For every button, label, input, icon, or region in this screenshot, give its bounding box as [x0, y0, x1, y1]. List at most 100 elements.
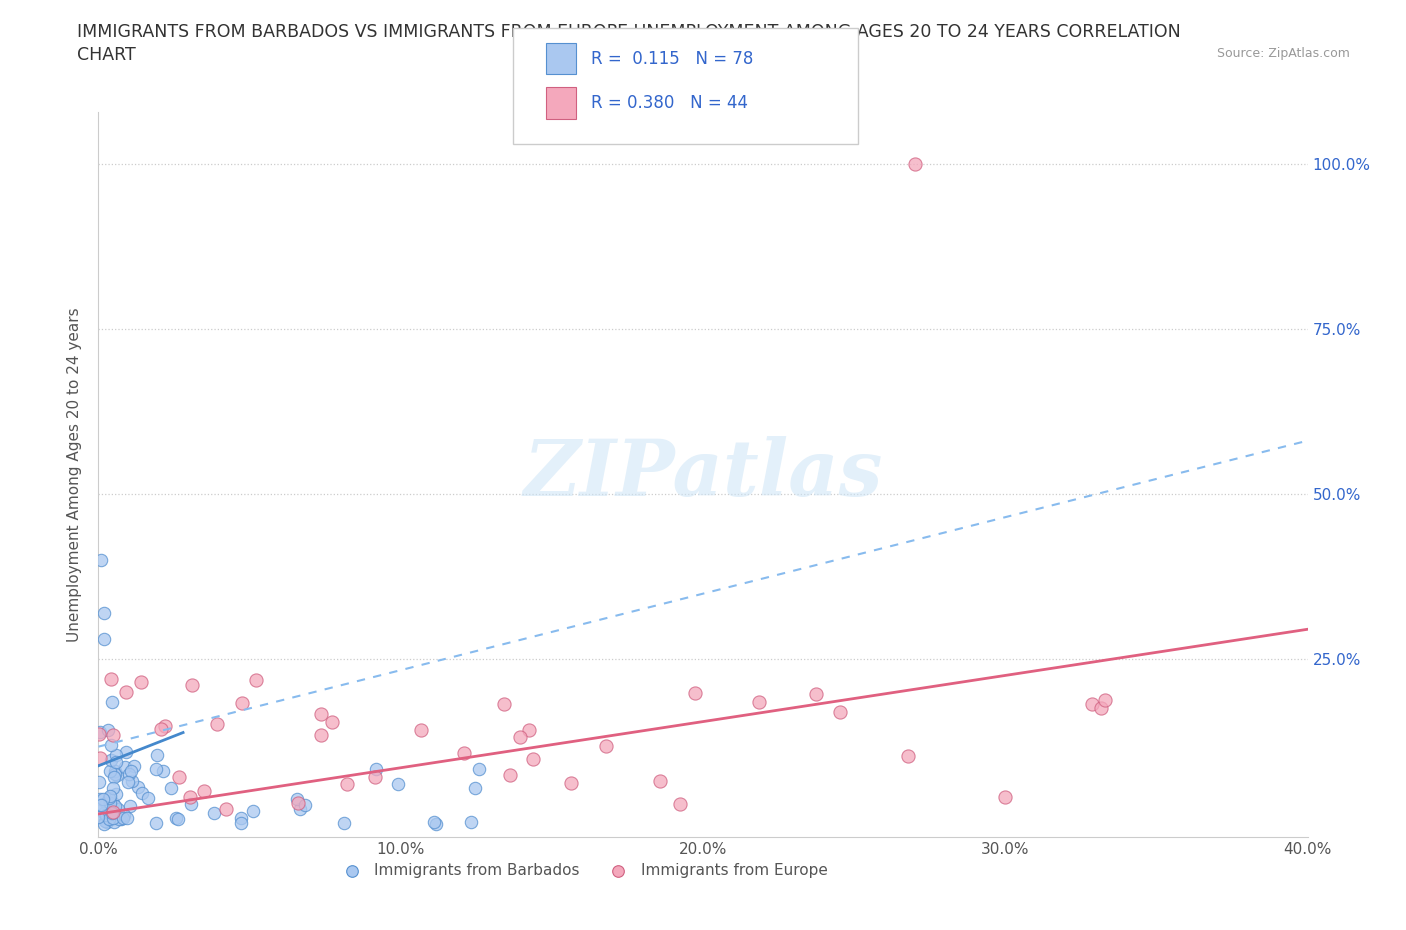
Point	[669, 797, 692, 812]
Point	[309, 727, 332, 742]
Point	[149, 722, 172, 737]
Point	[120, 764, 142, 778]
Point	[155, 719, 177, 734]
Point	[499, 767, 522, 782]
Point	[100, 671, 122, 686]
Point	[115, 810, 138, 825]
Point	[91, 791, 114, 806]
Point	[118, 799, 141, 814]
Point	[105, 767, 128, 782]
Point	[93, 817, 115, 831]
Point	[98, 790, 121, 805]
Point	[560, 776, 582, 790]
Point	[90, 797, 112, 812]
Point	[994, 790, 1017, 804]
Point	[103, 810, 125, 825]
Point	[87, 775, 110, 790]
Point	[104, 764, 127, 778]
Text: ZIPatlas: ZIPatlas	[523, 436, 883, 512]
Point	[294, 798, 316, 813]
Point	[145, 748, 167, 763]
Point	[1090, 701, 1112, 716]
Point	[96, 808, 118, 823]
Point	[96, 815, 118, 830]
Point	[366, 762, 388, 777]
Point	[87, 726, 110, 741]
Point	[129, 675, 152, 690]
Point	[103, 769, 125, 784]
Point	[467, 762, 489, 777]
Point	[409, 723, 432, 737]
Point	[103, 815, 125, 830]
Point	[180, 677, 202, 692]
Point	[89, 724, 111, 739]
Point	[96, 723, 118, 737]
Text: CHART: CHART	[77, 46, 136, 64]
Point	[179, 790, 201, 804]
Point	[98, 788, 121, 803]
Text: Source: ZipAtlas.com: Source: ZipAtlas.com	[1216, 46, 1350, 60]
Point	[215, 802, 238, 817]
Point	[336, 777, 359, 791]
Point	[309, 707, 332, 722]
Point	[897, 748, 920, 763]
Point	[117, 775, 139, 790]
Point	[114, 760, 136, 775]
Point	[100, 737, 122, 752]
Text: IMMIGRANTS FROM BARBADOS VS IMMIGRANTS FROM EUROPE UNEMPLOYMENT AMONG AGES 20 TO: IMMIGRANTS FROM BARBADOS VS IMMIGRANTS F…	[77, 23, 1181, 41]
Point	[180, 797, 202, 812]
Point	[229, 810, 252, 825]
Point	[131, 786, 153, 801]
Point	[112, 808, 135, 823]
Point	[89, 751, 111, 765]
Legend: Immigrants from Barbados, Immigrants from Europe: Immigrants from Barbados, Immigrants fro…	[330, 857, 834, 884]
Point	[111, 810, 134, 825]
Point	[387, 777, 409, 792]
Point	[165, 811, 187, 826]
Point	[460, 815, 482, 830]
Point	[115, 684, 138, 699]
Point	[94, 796, 117, 811]
Point	[98, 764, 121, 778]
Point	[108, 812, 131, 827]
Point	[122, 758, 145, 773]
Point	[167, 812, 190, 827]
Point	[453, 746, 475, 761]
Point	[89, 792, 111, 807]
Point	[321, 715, 343, 730]
Point	[118, 766, 141, 781]
Point	[87, 809, 110, 824]
Point	[90, 552, 112, 567]
Point	[1094, 693, 1116, 708]
Point	[105, 786, 128, 801]
Point	[145, 816, 167, 830]
Point	[683, 685, 706, 700]
Point	[101, 727, 124, 742]
Point	[245, 673, 267, 688]
Point	[110, 811, 132, 826]
Point	[94, 814, 117, 829]
Point	[288, 802, 311, 817]
Point	[464, 780, 486, 795]
Point	[202, 805, 225, 820]
Point	[97, 812, 120, 827]
Point	[167, 770, 190, 785]
Point	[152, 764, 174, 778]
Point	[748, 694, 770, 709]
Point	[93, 631, 115, 646]
Point	[242, 804, 264, 818]
Point	[98, 796, 121, 811]
Point	[492, 697, 515, 711]
Point	[145, 761, 167, 776]
Point	[127, 779, 149, 794]
Point	[1081, 697, 1104, 711]
Point	[287, 795, 309, 810]
Point	[205, 717, 228, 732]
Text: R =  0.115   N = 78: R = 0.115 N = 78	[591, 49, 752, 68]
Point	[332, 816, 354, 830]
Text: R = 0.380   N = 44: R = 0.380 N = 44	[591, 94, 748, 113]
Point	[193, 784, 215, 799]
Point	[93, 805, 115, 820]
Point	[229, 816, 252, 830]
Point	[93, 605, 115, 620]
